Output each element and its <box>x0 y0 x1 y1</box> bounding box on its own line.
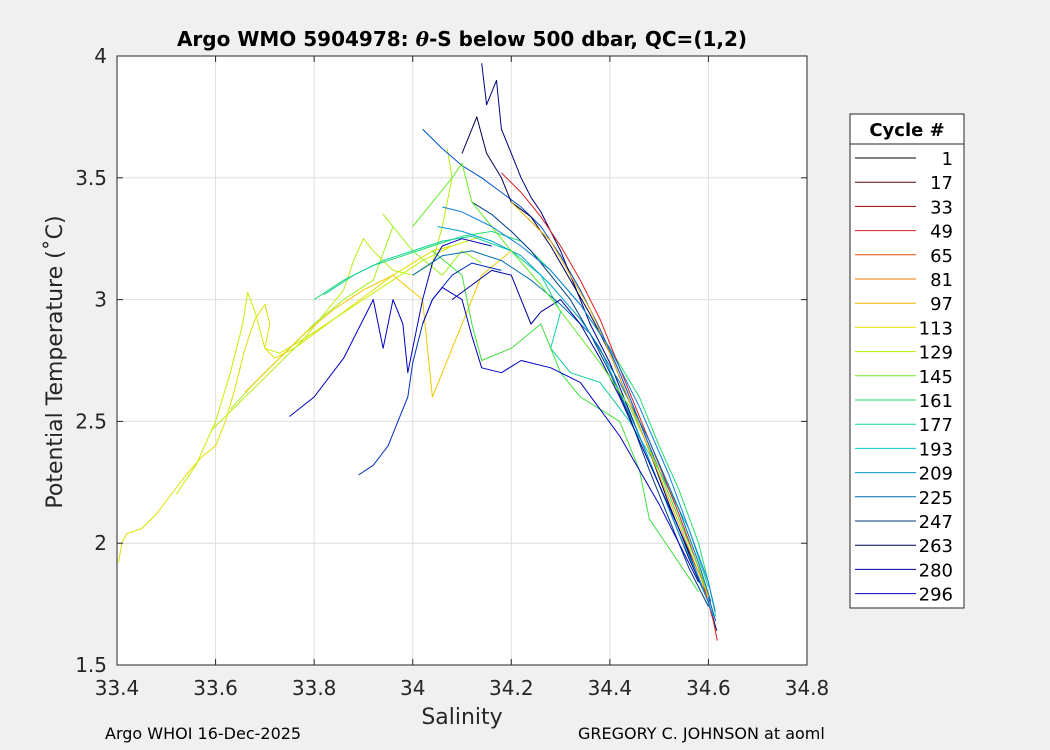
y-ticks: 1.5 2 2.5 3 3.5 4 <box>75 44 807 677</box>
legend-label-280: 280 <box>919 560 953 581</box>
x-tick-label: 34 <box>400 676 425 700</box>
legend-label-17: 17 <box>930 173 953 194</box>
legend-label-263: 263 <box>919 536 953 557</box>
series-line-2 <box>175 235 482 495</box>
legend: Cycle # 1 17 33 49 65 81 97 113 129 145 161 177 193 2… <box>849 113 965 609</box>
series-line-1 <box>118 245 453 563</box>
series-line-22 <box>442 206 716 612</box>
legend-label-1: 1 <box>942 149 953 170</box>
y-tick-label: 3.5 <box>75 166 107 190</box>
legend-label-81: 81 <box>930 270 953 291</box>
data-series-group <box>118 63 718 641</box>
legend-label-225: 225 <box>919 488 953 509</box>
x-tick-label: 33.8 <box>292 676 337 700</box>
series-line-19 <box>412 162 709 597</box>
legend-label-33: 33 <box>930 197 953 218</box>
series-line-5 <box>244 250 512 398</box>
x-tick-label: 34.2 <box>489 676 534 700</box>
title-part-1: Argo WMO 5904978: <box>177 27 416 51</box>
series-line-10 <box>358 262 502 476</box>
x-tick-label: 33.6 <box>193 676 238 700</box>
legend-label-247: 247 <box>919 512 953 533</box>
series-line-21 <box>510 201 709 597</box>
legend-label-113: 113 <box>919 318 953 339</box>
series-line-9 <box>289 238 492 417</box>
legend-label-193: 193 <box>919 439 953 460</box>
y-tick-label: 2.5 <box>75 409 107 433</box>
y-axis-label: Potential Temperature (˚C) <box>43 215 68 508</box>
series-line-20 <box>422 286 700 583</box>
y-tick-label: 3 <box>94 288 107 312</box>
series-line-16 <box>437 226 714 617</box>
legend-label-97: 97 <box>930 294 953 315</box>
legend-label-296: 296 <box>919 585 953 606</box>
chart-title: Argo WMO 5904978: θ-S below 500 dbar, QC… <box>177 27 747 51</box>
legend-box <box>849 113 965 609</box>
x-tick-label: 34.8 <box>785 676 830 700</box>
footer-left-credit: Argo WHOI 16-Dec-2025 <box>105 724 302 743</box>
x-tick-label: 34.4 <box>588 676 633 700</box>
series-line-17 <box>412 250 712 602</box>
title-part-2: -S below 500 dbar, QC=(1,2) <box>429 27 747 51</box>
legend-label-177: 177 <box>919 415 953 436</box>
legend-title: Cycle # <box>869 120 944 141</box>
legend-label-65: 65 <box>930 246 953 267</box>
legend-label-129: 129 <box>919 343 953 364</box>
title-theta: θ <box>416 27 430 51</box>
series-line-13 <box>461 116 709 602</box>
series-line-3 <box>210 148 453 432</box>
footer-right-credit: GREGORY C. JOHNSON at aoml <box>578 724 825 743</box>
x-tick-label: 34.6 <box>686 676 731 700</box>
legend-label-161: 161 <box>919 391 953 412</box>
x-ticks: 33.4 33.6 33.8 34 34.2 34.4 34.6 34.8 <box>95 56 830 700</box>
legend-label-209: 209 <box>919 464 953 485</box>
y-tick-label: 2 <box>94 531 107 555</box>
x-axis-label: Salinity <box>421 705 502 730</box>
series-line-18 <box>451 269 700 573</box>
legend-label-49: 49 <box>930 222 953 243</box>
series-line-8 <box>432 250 700 593</box>
y-tick-label: 4 <box>94 44 107 68</box>
legend-items: 1 17 33 49 65 81 97 113 129 145 161 177 193 209 225 247… <box>855 149 953 606</box>
legend-label-145: 145 <box>919 367 953 388</box>
x-tick-label: 33.4 <box>95 676 140 700</box>
y-tick-label: 1.5 <box>75 653 107 677</box>
series-line-7 <box>323 235 709 588</box>
plot-frame <box>116 55 808 666</box>
